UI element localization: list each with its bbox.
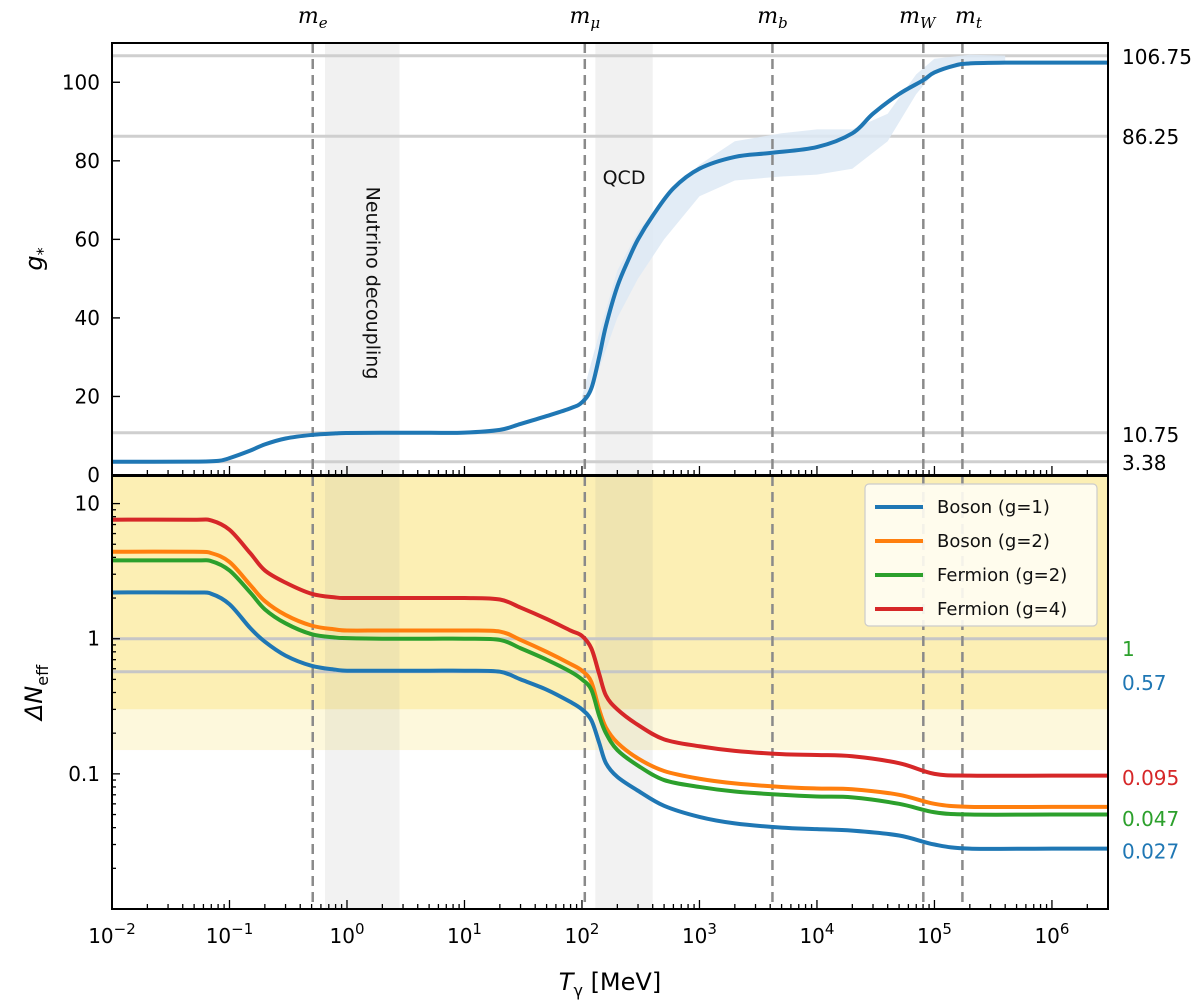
gstar-line bbox=[112, 60, 1108, 464]
right-side-reference-labels: 106.75 86.25 10.75 3.38 1 0.57 0.095 0.047 0.027 bbox=[1122, 45, 1192, 864]
x-tick-label: 102 bbox=[564, 920, 599, 948]
legend-box bbox=[864, 483, 1098, 627]
legend: Boson (g=1) Boson (g=2) Fermion (g=2) Fermi… bbox=[864, 483, 1098, 627]
mass-label-b: mb bbox=[757, 4, 787, 32]
axis-tick-labels: 0 20 40 60 80 100 0.1 1 10 10−2 10−1 100 101 102 103 10… bbox=[62, 70, 1070, 948]
mass-label-e: me bbox=[298, 4, 328, 32]
gstar-tick-label: 60 bbox=[75, 227, 100, 251]
gstar-tick-label: 20 bbox=[75, 384, 100, 408]
neff-line-2 bbox=[112, 558, 1108, 817]
x-tick-label: 10−2 bbox=[88, 920, 136, 948]
legend-label-1: Boson (g=2) bbox=[937, 531, 1050, 552]
legend-label-3: Fermion (g=4) bbox=[937, 599, 1067, 620]
neff-tick-label: 1 bbox=[87, 627, 100, 651]
gstar-uncertainty-area bbox=[582, 54, 1006, 405]
neff-end-label: 0.027 bbox=[1122, 840, 1179, 864]
neff-tick-label: 0.1 bbox=[68, 762, 100, 786]
neff-line-3 bbox=[112, 517, 1108, 778]
gstar-tick-label: 100 bbox=[62, 70, 100, 94]
bottom-reference-lines bbox=[112, 637, 1108, 674]
bottom-bands bbox=[325, 476, 653, 909]
gstar-ref-label: 3.38 bbox=[1122, 451, 1167, 475]
x-axis-title: Tγ [MeV] bbox=[559, 968, 661, 1000]
gstar-series bbox=[112, 60, 1108, 464]
neff-line-1 bbox=[112, 549, 1108, 810]
mass-label-W: mW bbox=[899, 4, 937, 32]
neff-end-label: 0.095 bbox=[1122, 766, 1179, 790]
x-tick-label: 105 bbox=[917, 920, 952, 948]
legend-label-2: Fermion (g=2) bbox=[937, 565, 1067, 586]
top-reference-lines bbox=[112, 54, 1108, 464]
top-mass-threshold-lines bbox=[311, 43, 964, 475]
neff-line-0 bbox=[112, 590, 1108, 851]
neff-ref-label: 1 bbox=[1122, 637, 1135, 661]
gstar-ref-label: 106.75 bbox=[1122, 45, 1192, 69]
x-tick-label: 100 bbox=[329, 920, 364, 948]
gstar-axis-title: g* bbox=[20, 247, 52, 270]
gstar-tick-label: 0 bbox=[87, 463, 100, 487]
band-bottom-0 bbox=[325, 476, 400, 909]
mass-label-t: mt bbox=[955, 4, 983, 32]
neff-ref-label: 0.57 bbox=[1122, 671, 1167, 695]
mass-threshold-labels: me mμ mb mW mt bbox=[298, 4, 983, 32]
gstar-uncertainty-band bbox=[582, 54, 1006, 405]
gstar-tick-label: 80 bbox=[75, 149, 100, 173]
band-label-qcd: QCD bbox=[603, 167, 646, 189]
band-label-neutrino-decoupling: Neutrino decoupling bbox=[361, 187, 383, 380]
neff-end-label: 0.047 bbox=[1122, 807, 1179, 831]
mass-label-μ: mμ bbox=[569, 4, 600, 32]
neff-tick-label: 10 bbox=[75, 492, 100, 516]
gstar-tick-label: 40 bbox=[75, 306, 100, 330]
neff-axis-title: ΔNeff bbox=[20, 664, 52, 722]
x-tick-label: 106 bbox=[1034, 920, 1069, 948]
neff-series bbox=[112, 517, 1108, 851]
x-tick-label: 10−1 bbox=[206, 920, 254, 948]
axis-ticks bbox=[111, 81, 1109, 910]
gstar-ref-label: 10.75 bbox=[1122, 423, 1179, 447]
x-tick-label: 103 bbox=[682, 920, 717, 948]
gstar-ref-label: 86.25 bbox=[1122, 125, 1179, 149]
band-top-0 bbox=[325, 43, 400, 475]
x-tick-label: 104 bbox=[799, 920, 834, 948]
legend-label-0: Boson (g=1) bbox=[937, 497, 1050, 518]
x-tick-label: 101 bbox=[447, 920, 482, 948]
